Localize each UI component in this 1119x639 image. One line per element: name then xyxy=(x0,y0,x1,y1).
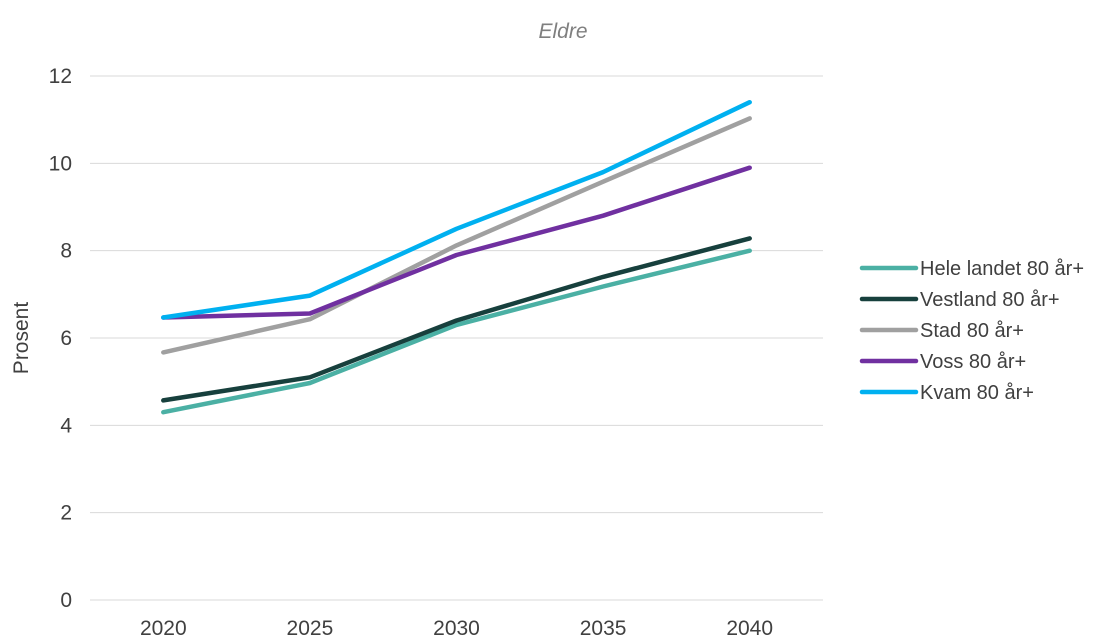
legend-item: Vestland 80 år+ xyxy=(859,289,1060,311)
series-line-4 xyxy=(161,165,752,320)
y-tick-label: 4 xyxy=(60,414,72,437)
legend: Hele landet 80 år+ Vestland 80 år+ Stad 80… xyxy=(859,258,1084,404)
x-tick-label: 2020 xyxy=(140,617,187,639)
gridlines xyxy=(90,75,823,601)
legend-label: Vestland 80 år+ xyxy=(920,289,1060,311)
series-line-5 xyxy=(161,99,752,320)
chart-title: Eldre xyxy=(538,20,587,43)
legend-label: Voss 80 år+ xyxy=(920,351,1026,373)
y-tick-label: 12 xyxy=(49,65,72,88)
legend-item: Hele landet 80 år+ xyxy=(859,258,1084,280)
series-line-3 xyxy=(161,116,752,355)
y-tick-label: 6 xyxy=(60,327,72,350)
x-tick-label: 2035 xyxy=(580,617,627,639)
legend-label: Hele landet 80 år+ xyxy=(920,258,1084,280)
y-tick-label: 10 xyxy=(49,152,72,175)
y-tick-label: 0 xyxy=(60,589,72,612)
y-tick-label: 8 xyxy=(60,240,72,263)
x-axis-ticks: 2020 2025 2030 2035 2040 xyxy=(140,617,773,639)
x-tick-label: 2025 xyxy=(287,617,334,639)
legend-label: Stad 80 år+ xyxy=(920,320,1024,342)
legend-item: Kvam 80 år+ xyxy=(859,382,1034,404)
legend-item: Stad 80 år+ xyxy=(859,320,1024,342)
series-line-1 xyxy=(161,248,752,415)
x-tick-label: 2040 xyxy=(726,617,773,639)
series-lines xyxy=(161,99,752,415)
legend-label: Kvam 80 år+ xyxy=(920,382,1034,404)
y-axis-label: Prosent xyxy=(10,302,33,375)
y-axis-ticks: 0 2 4 6 8 10 12 xyxy=(49,65,73,612)
x-tick-label: 2030 xyxy=(433,617,480,639)
y-tick-label: 2 xyxy=(60,502,72,525)
series-line-2 xyxy=(161,236,752,403)
legend-item: Voss 80 år+ xyxy=(859,351,1026,373)
